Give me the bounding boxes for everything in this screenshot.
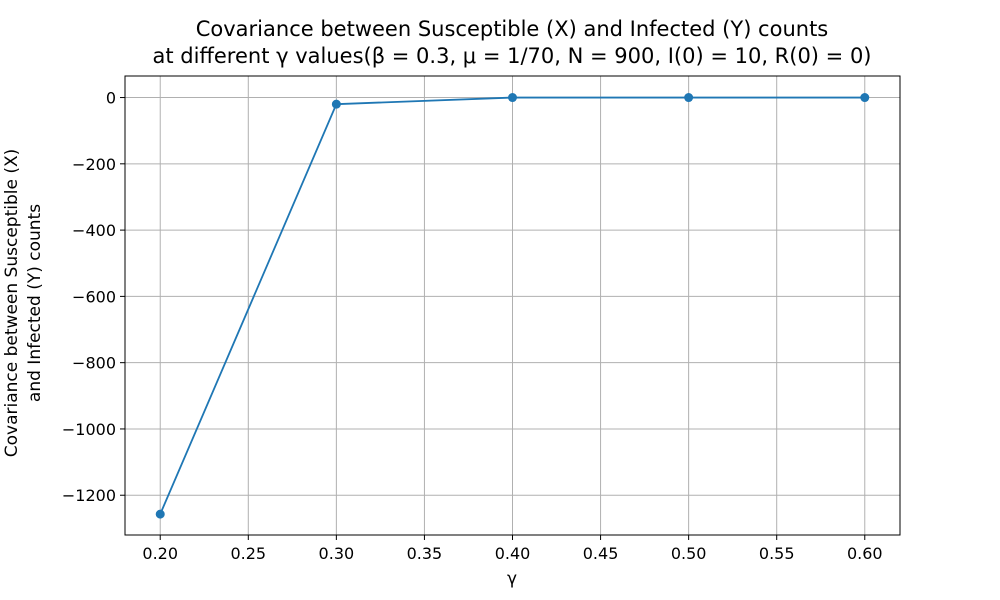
x-tick-label: 0.45 (583, 544, 619, 563)
axis-ticks: 0.20 0.25 0.30 0.35 0.40 0.45 0.50 0.55 0.60 0 −20… (62, 89, 883, 563)
x-tick-label: 0.20 (142, 544, 178, 563)
y-tick-label: −1200 (62, 486, 116, 505)
data-point (155, 509, 165, 519)
y-tick-label: −800 (72, 354, 116, 373)
y-tick-label: 0 (106, 89, 116, 108)
x-tick-label: 0.60 (847, 544, 883, 563)
x-axis-title: γ (507, 569, 517, 589)
chart-title-line-2: at different γ values(β = 0.3, μ = 1/70,… (152, 44, 871, 68)
x-tick-label: 0.25 (230, 544, 266, 563)
x-tick-label: 0.30 (319, 544, 355, 563)
data-point (331, 99, 341, 109)
y-tick-label: −1000 (62, 420, 116, 439)
y-axis-title-line-2: and Infected (Y) counts (25, 204, 45, 402)
y-tick-label: −400 (72, 221, 116, 240)
data-point (860, 93, 870, 103)
x-tick-label: 0.35 (407, 544, 443, 563)
data-point (684, 93, 694, 103)
x-tick-label: 0.55 (759, 544, 795, 563)
x-tick-label: 0.50 (671, 544, 707, 563)
series-layer (155, 93, 870, 519)
y-tick-label: −600 (72, 287, 116, 306)
x-tick-label: 0.40 (495, 544, 531, 563)
grid (125, 76, 900, 535)
y-tick-label: −200 (72, 155, 116, 174)
chart-title-line-1: Covariance between Susceptible (X) and I… (196, 17, 829, 41)
y-axis-title-line-1: Covariance between Susceptible (X) (2, 149, 22, 457)
data-point (508, 93, 517, 103)
